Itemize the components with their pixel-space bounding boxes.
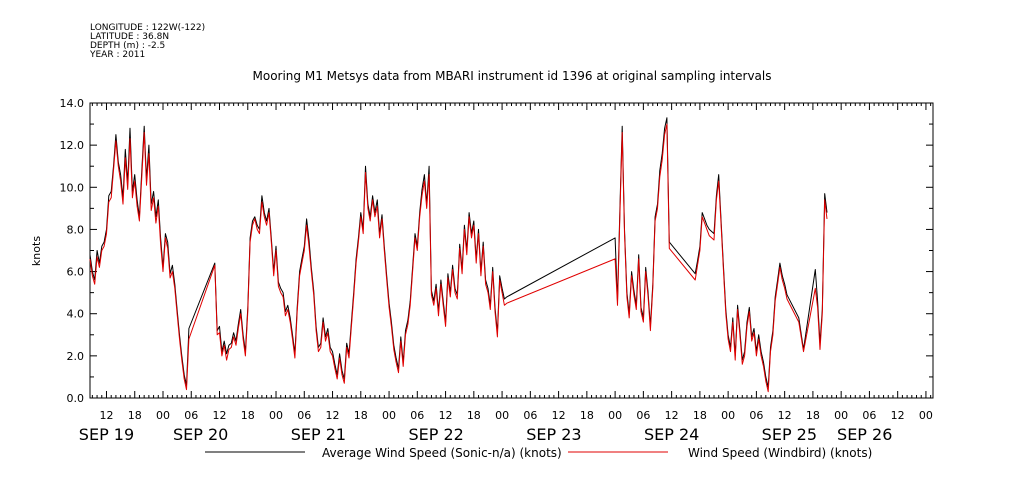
x-tick-label: 18 [806,409,820,422]
x-tick-label: 18 [241,409,255,422]
y-axis: 0.0 2.0 4.0 6.0 8.0 10.0 12.0 14.0 [60,97,933,405]
x-tick-label: 06 [749,409,763,422]
x-tick-label: 00 [834,409,848,422]
y-axis-label: knots [30,236,43,266]
y-tick-label: 10.0 [60,181,85,194]
x-day-label: SEP 21 [291,425,346,444]
x-day-label: SEP 25 [762,425,817,444]
plot-area [89,117,828,393]
x-tick-label: 18 [354,409,368,422]
x-axis: 12 18 00 06 12 18 00 06 12 18 00 06 12 18 00 06 12 18 00 06… [79,103,933,444]
x-tick-label: 06 [297,409,311,422]
chart-title: Mooring M1 Metsys data from MBARI instru… [253,69,772,83]
year-label: YEAR : 2011 [89,50,145,60]
x-tick-label: 06 [184,409,198,422]
latitude-label: LATITUDE : 36.8N [90,32,169,42]
x-day-label: SEP 19 [79,425,134,444]
legend-label-windbird: Wind Speed (Windbird) (knots) [688,446,872,460]
series-line-sonic-avg [89,117,828,388]
x-tick-label: 12 [326,409,340,422]
x-tick-label: 12 [439,409,453,422]
x-day-label: SEP 24 [644,425,699,444]
y-tick-label: 0.0 [67,392,85,405]
x-tick-label: 12 [213,409,227,422]
plot-frame [89,102,934,399]
x-tick-label: 06 [410,409,424,422]
x-tick-label: 06 [862,409,876,422]
y-tick-label: 12.0 [60,139,85,152]
y-tick-label: 2.0 [67,350,85,363]
legend-label-sonic: Average Wind Speed (Sonic-n/a) (knots) [322,446,562,460]
x-tick-label: 12 [665,409,679,422]
x-tick-label: 00 [495,409,509,422]
x-tick-label: 06 [636,409,650,422]
x-day-label: SEP 20 [173,425,228,444]
x-day-label: SEP 22 [408,425,463,444]
x-tick-label: 18 [693,409,707,422]
legend: Average Wind Speed (Sonic-n/a) (knots) W… [205,446,872,460]
longitude-label: LONGITUDE : 122W(-122) [90,23,205,33]
x-tick-label: 12 [99,409,113,422]
y-tick-label: 14.0 [60,97,85,110]
x-tick-label: 18 [580,409,594,422]
x-tick-label: 18 [128,409,142,422]
y-tick-label: 4.0 [67,308,85,321]
x-tick-label: 00 [269,409,283,422]
x-tick-label: 00 [608,409,622,422]
x-tick-label: 12 [778,409,792,422]
x-tick-label: 18 [467,409,481,422]
x-tick-label: 12 [891,409,905,422]
x-tick-label: 00 [721,409,735,422]
y-tick-label: 8.0 [67,223,85,236]
depth-label: DEPTH (m) : -2.5 [90,41,165,51]
x-tick-label: 00 [382,409,396,422]
x-day-label: SEP 23 [526,425,581,444]
y-tick-label: 6.0 [67,266,85,279]
series-line-windbird [89,123,828,393]
metadata-block: LONGITUDE : 122W(-122) LATITUDE : 36.8N … [89,23,205,60]
x-tick-label: 06 [523,409,537,422]
x-tick-label: 00 [156,409,170,422]
x-day-label: SEP 26 [837,425,892,444]
x-tick-label: 12 [552,409,566,422]
x-tick-label: 00 [919,409,933,422]
